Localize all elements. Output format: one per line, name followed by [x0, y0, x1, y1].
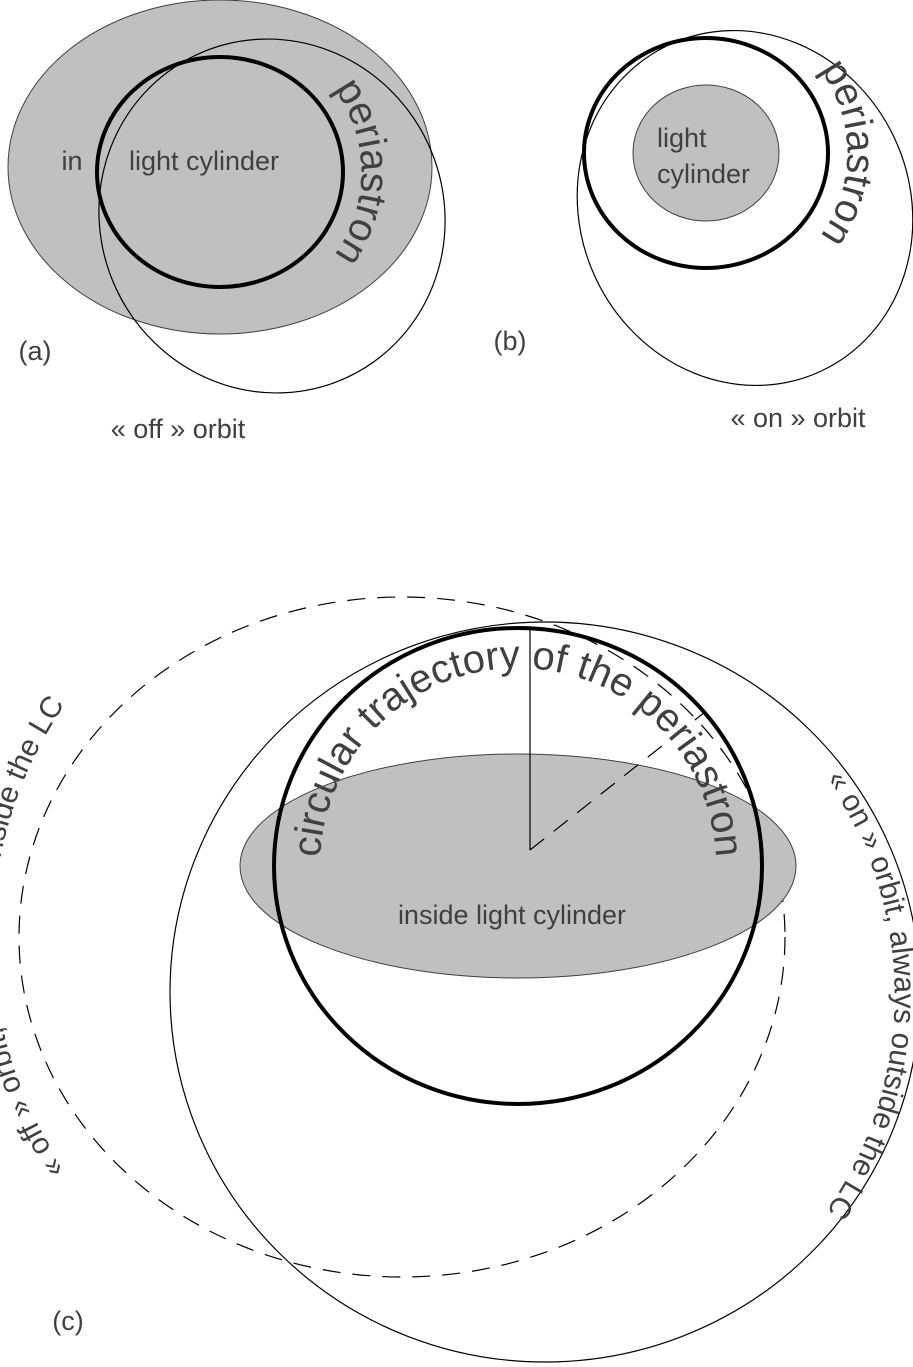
light-cylinder	[239, 753, 797, 979]
panel-label: (a)	[19, 336, 52, 366]
periastron-circle	[95, 55, 345, 289]
curved-label: « on » orbit, always outside the LC	[820, 764, 913, 1225]
off-orbit	[18, 596, 786, 1278]
label: inside light cylinder	[398, 900, 626, 930]
periastron-circle	[272, 626, 764, 1106]
light-cylinder	[7, 0, 433, 335]
on-orbit-label: « on » orbit, always outside the LC	[820, 764, 913, 1225]
on-orbit	[169, 621, 913, 1363]
periastron-circle	[582, 36, 830, 270]
label: light	[657, 123, 707, 153]
label: cylinder	[657, 159, 750, 189]
panel-label: (c)	[52, 1306, 83, 1336]
periastron: periastron	[813, 51, 883, 255]
orbit	[98, 38, 446, 394]
label: light cylinder	[129, 146, 279, 176]
off-orbit-label: « off » orbit, sometimes inside the LC	[0, 690, 71, 1184]
curved-label: « off » orbit, sometimes inside the LC	[0, 690, 71, 1184]
label: « off » orbit	[111, 414, 246, 444]
light-cylinder	[632, 84, 780, 222]
label: « on » orbit	[730, 403, 866, 433]
curved-label: periastron	[813, 51, 883, 255]
label: in	[61, 146, 82, 176]
radius-dash	[529, 711, 706, 851]
panel-label: (b)	[494, 326, 527, 356]
